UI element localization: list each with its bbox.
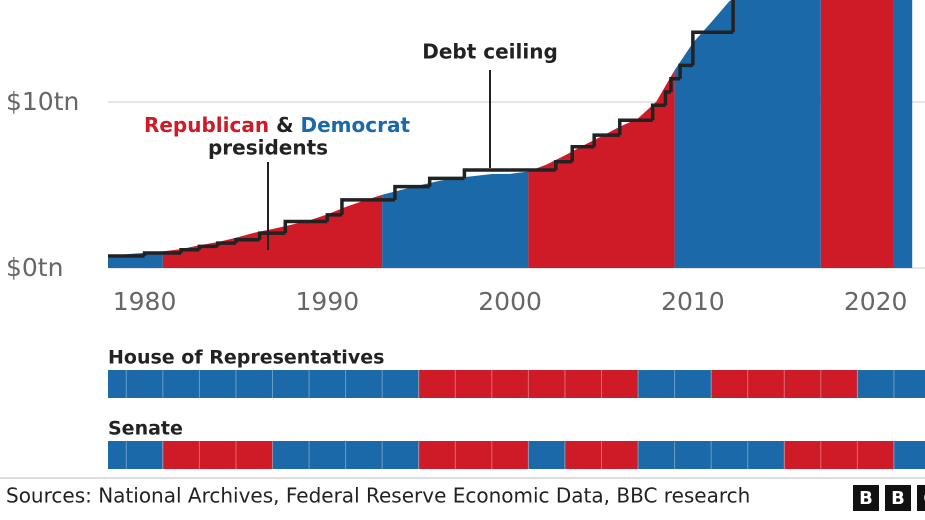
ceiling-step	[197, 244, 218, 250]
logo: BBC	[853, 485, 925, 511]
presidents-label: presidents	[208, 136, 328, 160]
x-tick-label: 2020	[844, 287, 908, 316]
x-tick-label: 1990	[296, 287, 360, 316]
ceiling-step	[325, 213, 342, 222]
republican-label: Republican	[144, 113, 269, 137]
democrat-label: Democrat	[301, 113, 411, 137]
logo-box	[885, 485, 911, 511]
x-tick-label: 2010	[661, 287, 725, 316]
congress-segment	[638, 441, 785, 469]
ceiling-step	[592, 133, 620, 147]
debt-area	[674, 0, 821, 268]
congress-segment	[162, 441, 273, 469]
congress-segment	[418, 441, 529, 469]
congress: House of Representatives Senate	[108, 347, 925, 469]
congress-segment	[893, 441, 925, 469]
party-annotation: Republican & Democrat	[144, 113, 410, 137]
ceiling-step	[393, 184, 430, 200]
ceiling-step	[618, 118, 653, 136]
y-tick-label: $10tn	[6, 87, 79, 116]
debt-area	[820, 0, 894, 268]
ceiling-step	[554, 159, 573, 171]
ceiling-step	[340, 198, 395, 215]
ceiling-step	[650, 103, 666, 121]
debt-area	[382, 171, 529, 268]
ceiling-step	[678, 63, 693, 79]
congress-segment	[418, 370, 639, 398]
chamber-label: Senate	[108, 418, 183, 440]
x-tick-label: 2000	[478, 287, 542, 316]
ceiling-step	[234, 238, 260, 244]
congress-segment	[108, 370, 419, 398]
congress-segment	[638, 370, 712, 398]
logo-letter: B	[891, 488, 905, 509]
ceiling-label: Debt ceiling	[422, 40, 558, 64]
ceiling-step	[283, 219, 328, 234]
grid: $0tn $10tn 1980 1990 2000 2010 2020	[6, 87, 925, 316]
congress-segment	[857, 370, 925, 398]
ceiling	[108, 0, 735, 258]
join: &	[276, 113, 293, 137]
chamber-label: House of Representatives	[108, 347, 384, 369]
debt-area	[893, 0, 913, 268]
x-tick-label: 1980	[113, 287, 177, 316]
ceiling-step	[691, 30, 734, 66]
logo-letter: B	[859, 488, 873, 509]
congress-segment	[711, 370, 858, 398]
y-tick-label: $0tn	[6, 253, 63, 282]
ceiling-step	[731, 0, 735, 33]
congress-segment	[528, 441, 565, 469]
ceiling-step	[669, 76, 681, 92]
ceiling-step	[462, 168, 556, 179]
congress-segment	[108, 441, 163, 469]
ceiling-step	[427, 176, 465, 187]
logo-box	[853, 485, 879, 511]
congress-segment	[564, 441, 639, 469]
ceiling-step	[215, 241, 236, 247]
ceiling-step	[142, 251, 182, 257]
ceiling-step	[570, 145, 595, 162]
ceiling-step	[257, 231, 286, 240]
logo-letter: C	[923, 488, 925, 509]
congress-segment	[272, 441, 419, 469]
logo-box	[917, 485, 925, 511]
congress-segment	[784, 441, 894, 469]
ceiling-step	[179, 247, 200, 254]
source: Sources: National Archives, Federal Rese…	[6, 484, 750, 508]
ceiling-step	[663, 90, 671, 106]
